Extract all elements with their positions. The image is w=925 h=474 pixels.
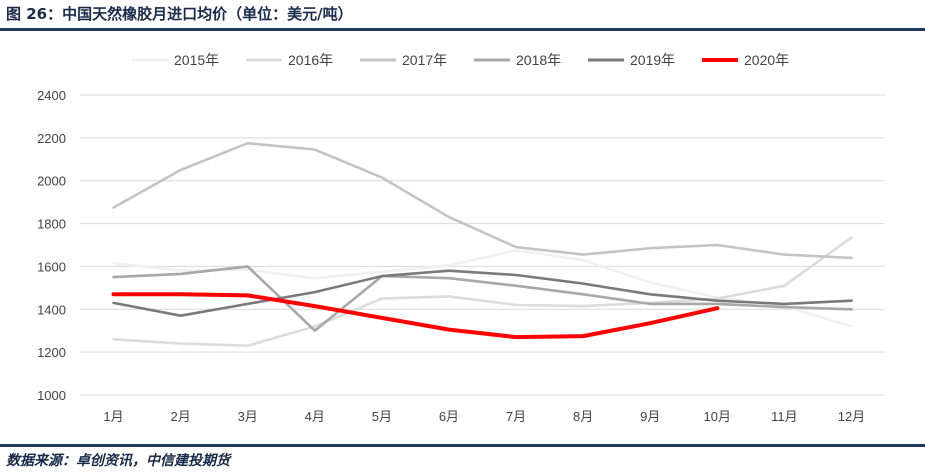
x-tick-label: 6月 bbox=[439, 409, 459, 424]
y-tick-label: 1600 bbox=[37, 259, 66, 274]
series-line-4 bbox=[112, 265, 853, 333]
x-tick-label: 5月 bbox=[372, 409, 392, 424]
legend-label-4: 2018年 bbox=[516, 52, 561, 68]
y-axis-tick-labels: 1000 1200 1400 1600 1800 2000 2200 2400 bbox=[37, 88, 66, 403]
series-line-2 bbox=[112, 236, 853, 348]
y-tick-label: 1000 bbox=[37, 388, 66, 403]
legend-label-5: 2019年 bbox=[630, 52, 675, 68]
x-tick-label: 4月 bbox=[305, 409, 325, 424]
series-lines bbox=[111, 141, 853, 348]
y-tick-label: 2000 bbox=[37, 174, 66, 189]
y-tick-label: 1800 bbox=[37, 217, 66, 232]
x-tick-label: 8月 bbox=[573, 409, 593, 424]
x-tick-label: 12月 bbox=[838, 409, 865, 424]
chart-title: 图 26：中国天然橡胶月进口均价（单位：美元/吨） bbox=[6, 5, 353, 23]
line-chart: 1000 1200 1400 1600 1800 2000 2200 2400 1月 2月 3月 4… bbox=[37, 52, 885, 424]
x-tick-label: 11月 bbox=[771, 409, 798, 424]
top-divider bbox=[0, 28, 925, 31]
y-tick-label: 2400 bbox=[37, 88, 66, 103]
y-tick-label: 1400 bbox=[37, 302, 66, 317]
legend-label-3: 2017年 bbox=[402, 52, 447, 68]
legend-label-2: 2016年 bbox=[288, 52, 333, 68]
x-tick-label: 3月 bbox=[238, 409, 258, 424]
x-tick-label: 1月 bbox=[103, 409, 123, 424]
legend-label-1: 2015年 bbox=[174, 52, 219, 68]
x-tick-label: 2月 bbox=[171, 409, 191, 424]
y-tick-label: 1200 bbox=[37, 345, 66, 360]
legend: 2015年 2016年 2017年 2018年 2019年 2020年 bbox=[132, 52, 789, 68]
source-note: 数据来源：卓创资讯，中信建投期货 bbox=[6, 453, 230, 469]
bottom-divider bbox=[0, 444, 925, 447]
legend-label-6: 2020年 bbox=[744, 52, 789, 68]
series-line-6 bbox=[111, 292, 720, 340]
series-line-5 bbox=[112, 269, 853, 318]
y-tick-label: 2200 bbox=[37, 131, 66, 146]
x-tick-label: 9月 bbox=[640, 409, 660, 424]
grid-lines bbox=[80, 94, 885, 396]
x-tick-label: 7月 bbox=[506, 409, 526, 424]
series-line-1 bbox=[112, 249, 853, 328]
x-tick-label: 10月 bbox=[704, 409, 731, 424]
x-axis-tick-labels: 1月 2月 3月 4月 5月 6月 7月 8月 9月 10月 11月 12月 bbox=[103, 409, 865, 424]
series-line-3 bbox=[112, 141, 853, 260]
